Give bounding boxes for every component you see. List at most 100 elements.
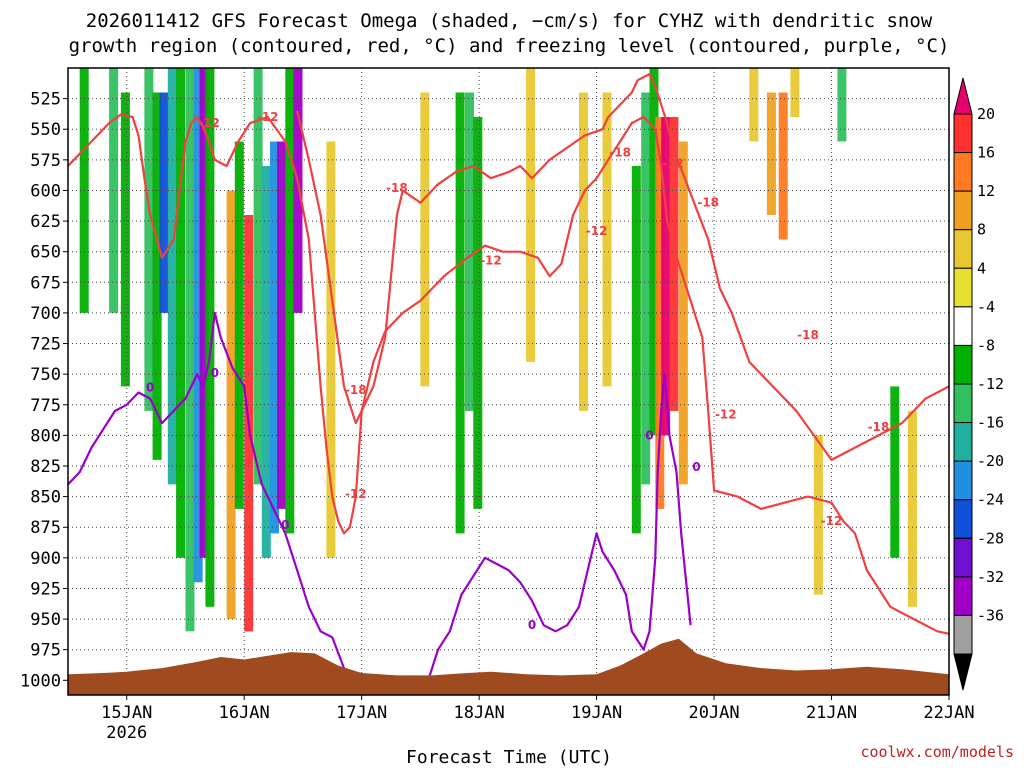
contour-label: -18 <box>345 383 367 397</box>
chart-title-line2: growth region (contoured, red, °C) and f… <box>69 35 950 57</box>
colorbar-swatch <box>953 614 973 655</box>
omega-cell <box>205 68 215 607</box>
colorbar-swatch <box>953 267 973 308</box>
omega-cell <box>790 68 800 117</box>
contour-line-2 <box>68 311 346 669</box>
omega-cell <box>849 239 859 436</box>
omega-cell <box>649 68 659 436</box>
colorbar: 20 16 12 8 4 -4 -8 -12 -16 -20 -24 -28 -32 -36 <box>953 77 1004 691</box>
contour-label: -12 <box>662 157 684 171</box>
colorbar-swatch <box>953 576 973 616</box>
omega-cell <box>293 68 303 313</box>
omega-cell <box>270 141 279 534</box>
omega-shading-layer <box>68 68 941 632</box>
plot-area: -12 -12 -18 -12 -18 -12 -18 -12 -12 -18 -12 -18 -12 -… <box>68 68 949 695</box>
y-tick-label: 850 <box>30 488 61 508</box>
colorbar-label: -20 <box>977 452 1004 470</box>
omega-cell <box>690 68 700 215</box>
x-tick-label: 18JAN <box>454 703 505 723</box>
contour-layer <box>68 73 949 687</box>
x-tick-label: 15JAN <box>101 703 152 723</box>
omega-cell <box>253 68 263 485</box>
colorbar-label: -4 <box>977 298 995 316</box>
contour-label: 0 <box>146 381 154 395</box>
colorbar-label: -8 <box>977 336 995 354</box>
colorbar-swatch <box>953 152 973 192</box>
y-tick-label: 525 <box>30 90 61 110</box>
omega-cell <box>620 141 630 509</box>
colorbar-label: -12 <box>977 375 1004 393</box>
omega-cell <box>234 141 244 509</box>
plot-frame <box>67 67 950 696</box>
colorbar-swatch <box>953 499 973 539</box>
omega-cell <box>496 68 506 460</box>
contour-labels: -12 -12 -18 -12 -18 -12 -18 -12 -12 -18 -12 -18 -12 -… <box>146 110 889 632</box>
colorbar-swatch <box>953 344 973 385</box>
x-tick-label: 20JAN <box>688 703 739 723</box>
omega-cell <box>443 141 453 460</box>
omega-cell <box>420 92 430 387</box>
omega-cell <box>766 92 776 215</box>
contour-label: -18 <box>797 328 819 342</box>
y-tick-label: 600 <box>30 181 61 201</box>
y-tick-label: 725 <box>30 335 61 355</box>
omega-cell <box>669 117 679 411</box>
omega-cell <box>97 68 107 362</box>
contour-label: -12 <box>345 487 367 501</box>
y-tick-label: 975 <box>30 641 61 661</box>
omega-cell <box>193 68 203 583</box>
omega-cell <box>602 92 612 387</box>
omega-cell <box>655 117 665 509</box>
omega-cell <box>167 68 177 485</box>
omega-cell <box>878 239 888 522</box>
contour-label: -12 <box>198 116 220 130</box>
y-tick-label: 650 <box>30 243 61 263</box>
terrain-fill <box>68 638 949 695</box>
y-tick-label: 875 <box>30 518 61 538</box>
omega-cell <box>314 68 324 607</box>
omega-cell <box>778 92 788 240</box>
omega-cell <box>159 92 169 313</box>
contour-label: 0 <box>281 518 289 532</box>
omega-cell <box>661 117 671 436</box>
contour-label: -12 <box>480 253 502 267</box>
omega-cell <box>631 166 641 534</box>
contour-label: -12 <box>821 514 843 528</box>
contour-label: -18 <box>386 181 408 195</box>
omega-cell <box>152 92 162 460</box>
colorbar-swatch <box>953 229 973 269</box>
y-tick-label: 575 <box>30 151 61 171</box>
colorbar-swatch <box>953 383 973 424</box>
contour-line-1 <box>296 73 949 461</box>
omega-cell <box>485 141 494 460</box>
credit-text: coolwx.com/models <box>860 743 1014 761</box>
colorbar-label: 12 <box>977 182 995 200</box>
colorbar-swatch <box>953 190 973 231</box>
colorbar-label: 8 <box>977 221 986 239</box>
omega-cell <box>641 92 651 485</box>
colorbar-bottom-arrow <box>953 653 973 691</box>
x-tick-sublabel: 2026 <box>106 723 147 743</box>
omega-cell <box>931 484 941 607</box>
omega-cell <box>285 68 295 534</box>
omega-cell <box>302 68 312 534</box>
omega-cell <box>109 68 119 313</box>
y-axis: 525 550 575 600 625 650 675 700 725 750 775 800 825 8… <box>20 90 68 691</box>
omega-cell <box>825 361 835 595</box>
y-tick-label: 800 <box>30 426 61 446</box>
omega-cell <box>277 141 287 509</box>
colorbar-label: -32 <box>977 568 1004 586</box>
omega-cell <box>132 92 142 338</box>
omega-cell <box>526 68 536 362</box>
omega-cell <box>144 68 154 411</box>
colorbar-swatch <box>953 422 973 462</box>
colorbar-label: 4 <box>977 259 986 277</box>
colorbar-swatch <box>953 460 973 501</box>
colorbar-swatch <box>953 537 973 578</box>
y-tick-label: 550 <box>30 120 61 140</box>
omega-cell <box>907 410 917 607</box>
omega-cell <box>813 435 823 595</box>
y-tick-label: 1000 <box>20 671 61 691</box>
contour-label: -12 <box>586 224 608 238</box>
y-tick-label: 700 <box>30 304 61 324</box>
